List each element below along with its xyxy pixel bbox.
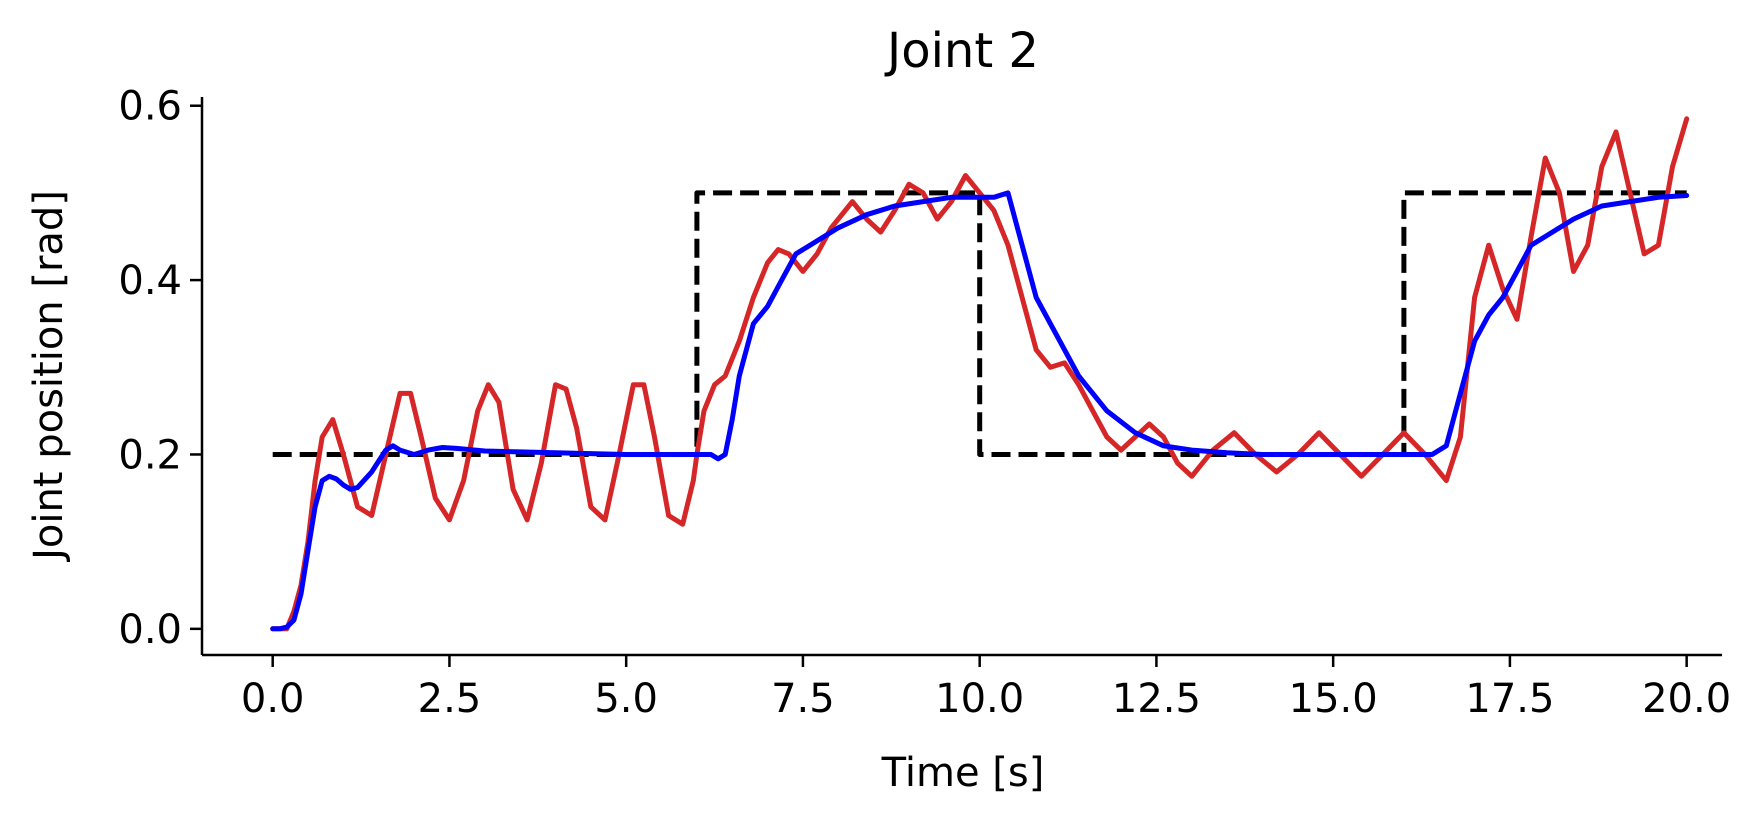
x-tick-label: 5.0: [594, 676, 658, 722]
x-tick-label: 7.5: [771, 676, 835, 722]
y-tick-label: 0.0: [118, 607, 182, 653]
x-tick-label: 12.5: [1112, 676, 1201, 722]
y-tick-label: 0.4: [118, 258, 182, 304]
y-tick-label: 0.2: [118, 432, 182, 478]
chart-title: Joint 2: [884, 23, 1039, 79]
y-axis-title: Joint position [rad]: [26, 190, 72, 563]
reference-step-line: [272, 190, 1687, 457]
red-response-line: [270, 116, 1690, 632]
axes: 0.0 2.5 5.0 7.5 10.0 12.5 15.0 17.5 20.0 0.0 0.2 0.…: [118, 84, 1731, 722]
x-tick-label: 0.0: [241, 676, 305, 722]
x-tick-label: 17.5: [1465, 676, 1554, 722]
blue-response-line: [270, 190, 1690, 632]
x-axis-title: Time [s]: [881, 750, 1045, 796]
x-tick-label: 2.5: [418, 676, 482, 722]
x-tick-label: 20.0: [1642, 676, 1731, 722]
x-tick-label: 10.0: [935, 676, 1024, 722]
x-tick-label: 15.0: [1289, 676, 1378, 722]
y-tick-label: 0.6: [118, 84, 182, 130]
data-series: [270, 116, 1690, 632]
